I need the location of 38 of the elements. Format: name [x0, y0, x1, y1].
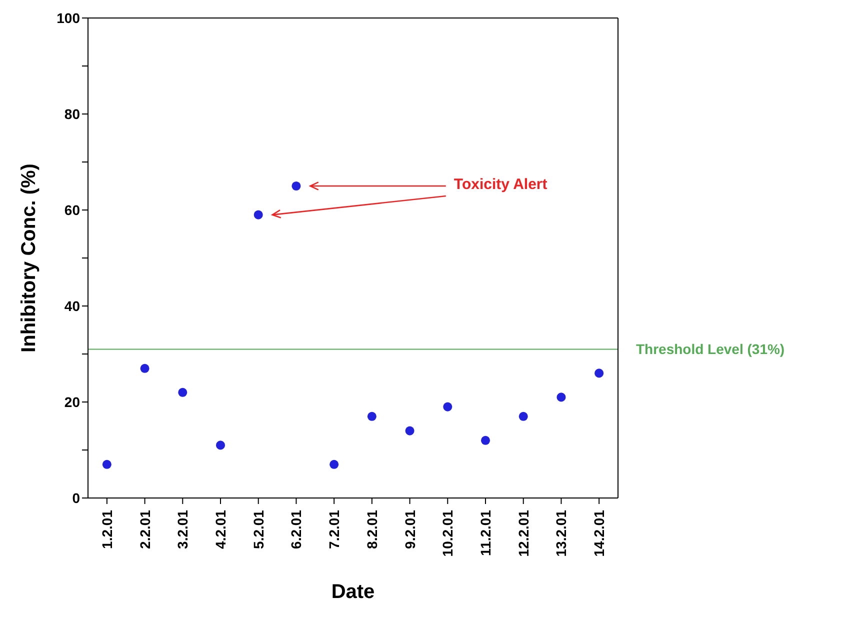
- ref-line-label: Threshold Level (31%): [636, 341, 785, 358]
- point: [518, 412, 528, 421]
- point: [216, 440, 226, 450]
- x-tick-label: 8.2.01: [364, 510, 380, 549]
- point: [556, 392, 566, 402]
- y-axis-title: Inhibitory Conc. (%): [18, 164, 40, 352]
- x-tick-label: 7.2.01: [326, 510, 342, 549]
- x-tick-label: 10.2.01: [440, 510, 456, 557]
- x-tick-label: 3.2.01: [174, 510, 191, 549]
- x-tick-label: 11.2.01: [478, 510, 494, 556]
- point: [330, 460, 339, 469]
- point: [480, 436, 490, 445]
- point: [594, 368, 604, 378]
- x-tick-label: 12.2.01: [515, 510, 532, 557]
- x-tick-label: 1.2.01: [98, 510, 115, 549]
- point: [405, 426, 414, 436]
- x-tick-label: 6.2.01: [288, 510, 304, 549]
- x-tick-label: 9.2.01: [402, 510, 418, 549]
- y-tick-label: 100: [56, 10, 80, 26]
- x-tick-label: 2.2.01: [136, 510, 153, 549]
- y-tick-label: 0: [72, 490, 80, 506]
- x-tick-label: 13.2.01: [553, 510, 570, 557]
- y-tick-label: 40: [64, 298, 80, 314]
- x-tick-label: 4.2.01: [212, 510, 228, 549]
- point: [292, 181, 301, 191]
- y-tick-label: 20: [64, 394, 80, 410]
- point: [443, 402, 452, 412]
- point: [254, 210, 263, 220]
- y-tick-label: 80: [64, 106, 80, 122]
- y-tick-label: 60: [64, 202, 80, 218]
- point: [367, 412, 376, 421]
- point: [102, 460, 112, 469]
- x-tick-label: 14.2.01: [591, 510, 608, 557]
- point: [178, 388, 188, 397]
- annotation: Toxicity Alert: [454, 176, 548, 193]
- point: [140, 364, 150, 373]
- x-axis-title: Date: [331, 581, 375, 603]
- x-tick-label: 5.2.01: [250, 510, 266, 549]
